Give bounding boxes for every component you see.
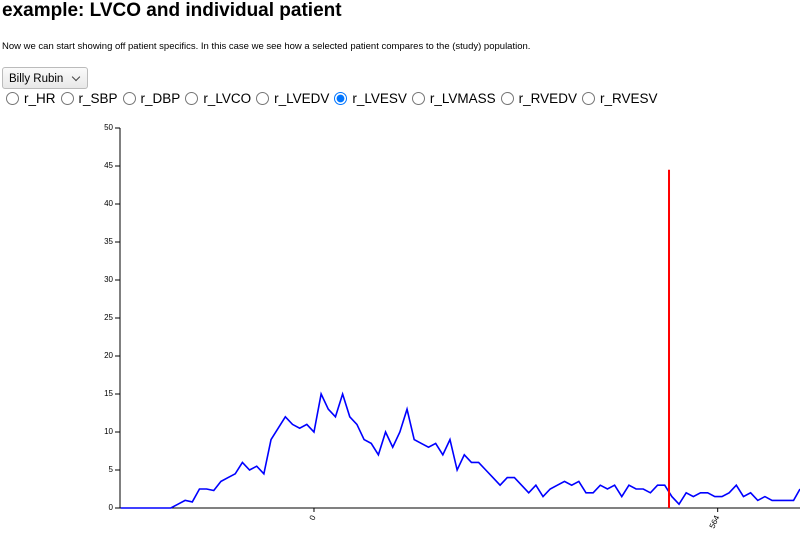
radio-button[interactable] [185, 92, 199, 105]
radio-label: r_DBP [140, 91, 181, 106]
y-tick-label: 35 [104, 237, 113, 246]
radio-label: r_HR [24, 91, 56, 106]
x-tick-label: 0 [308, 513, 318, 521]
radio-label: r_RVEDV [518, 91, 577, 106]
y-tick-label: 0 [109, 503, 114, 512]
radio-button[interactable] [334, 92, 348, 105]
y-tick-label: 30 [104, 275, 113, 284]
radio-label: r_LVCO [203, 91, 252, 106]
radio-button[interactable] [122, 92, 136, 105]
radio-button[interactable] [256, 92, 270, 105]
y-tick-label: 25 [104, 313, 113, 322]
y-tick-label: 40 [104, 199, 113, 208]
radio-label: r_LVMASS [429, 91, 496, 106]
radio-option[interactable]: r_DBP [121, 91, 181, 106]
y-tick-label: 15 [104, 389, 113, 398]
radio-button[interactable] [581, 92, 595, 105]
y-tick-label: 45 [104, 161, 113, 170]
y-tick-label: 50 [104, 123, 113, 132]
radio-option[interactable]: r_LVEDV [254, 91, 329, 106]
chart: 0 5 10 15 20 25 30 35 40 45 50 0 564 [104, 123, 800, 530]
radio-button[interactable] [6, 92, 19, 105]
radio-button[interactable] [411, 92, 425, 105]
radio-option[interactable]: r_RVESV [580, 91, 658, 106]
radio-option[interactable]: r_HR [4, 91, 56, 106]
radio-option[interactable]: r_SBP [59, 91, 118, 106]
radio-button[interactable] [500, 92, 514, 105]
radio-label: r_LVEDV [274, 91, 330, 106]
page-title: example: LVCO and individual patient [2, 0, 342, 21]
radio-option[interactable]: r_RVEDV [499, 91, 577, 106]
y-tick-label: 10 [104, 427, 113, 436]
radio-button[interactable] [60, 92, 74, 105]
radio-option[interactable]: r_LVMASS [410, 91, 496, 106]
data-line [120, 391, 800, 509]
radio-label: r_LVESV [352, 91, 407, 106]
y-tick-label: 20 [104, 351, 113, 360]
radio-option[interactable]: r_LVESV [332, 91, 407, 106]
radio-option[interactable]: r_LVCO [183, 91, 251, 106]
radio-label: r_RVESV [599, 91, 658, 106]
y-tick-label: 5 [109, 465, 114, 474]
description: Now we can start showing off patient spe… [2, 41, 531, 52]
patient-select[interactable]: Billy Rubin [2, 67, 88, 89]
radio-group: r_HR r_SBP r_DBP r_LVCO r_LVEDV r_LVESV r_LVMA… [4, 91, 660, 106]
x-tick-label: 564 [708, 513, 722, 529]
radio-label: r_SBP [78, 91, 118, 106]
